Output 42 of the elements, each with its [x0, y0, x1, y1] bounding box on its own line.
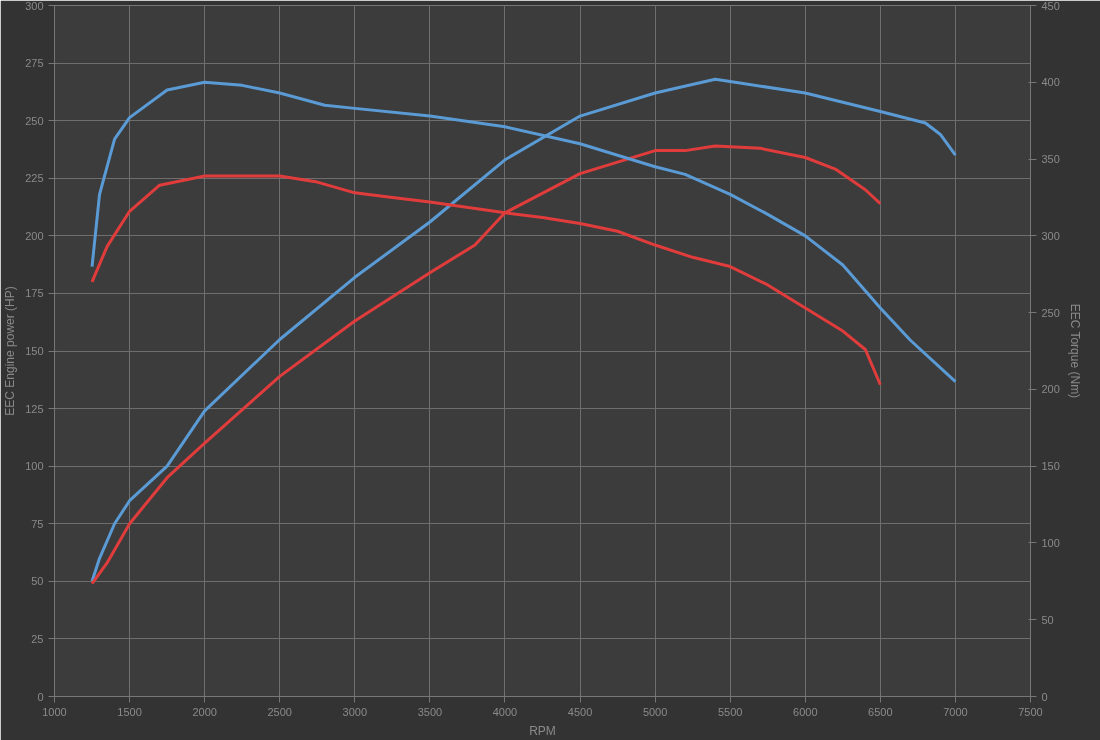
y-tick-label: 75 — [31, 517, 44, 530]
y-tick-label: 200 — [25, 229, 44, 242]
x-tick-label: 2000 — [192, 705, 217, 718]
x-tick-label: 2500 — [267, 705, 292, 718]
y2-tick-label: 50 — [1041, 613, 1054, 626]
y-tick-label: 175 — [25, 287, 44, 300]
y-tick-label: 0 — [37, 690, 44, 703]
y-tick-label: 50 — [31, 575, 44, 588]
y-tick-label: 275 — [25, 57, 44, 70]
line-series — [90, 77, 957, 583]
x-tick-label: 1000 — [42, 705, 67, 718]
y-tick-label: 100 — [25, 460, 44, 473]
y2-tick-label: 150 — [1041, 460, 1060, 473]
x-tick-label: 4500 — [567, 705, 593, 718]
y-axis-title: EEC Engine power (HP) — [3, 286, 18, 416]
y2-tick-label: 0 — [1041, 690, 1048, 703]
x-tick-label: 5500 — [717, 705, 743, 718]
y2-tick-label: 200 — [1041, 383, 1060, 396]
x-tick-label: 6000 — [793, 705, 818, 718]
y2-tick-label: 450 — [1041, 0, 1060, 12]
y2-tick-label: 100 — [1041, 536, 1060, 549]
y2-tick-label: 300 — [1041, 229, 1060, 242]
y-tick-label: 125 — [25, 402, 44, 415]
y2-tick-label: 400 — [1041, 76, 1060, 89]
y2-axis-title: EEC Torque (Nm) — [1067, 303, 1082, 399]
x-tick-label: 1500 — [117, 705, 142, 718]
x-tick-label: 3500 — [417, 705, 443, 718]
y-tick-label: 225 — [25, 172, 44, 185]
x-tick-label: 7000 — [943, 705, 968, 718]
x-tick-label: 6500 — [868, 705, 893, 718]
x-tick-label: 5000 — [642, 705, 668, 718]
line-series — [90, 144, 882, 586]
y2-tick-label: 350 — [1041, 153, 1060, 166]
x-tick-label: 4000 — [492, 705, 518, 718]
x-tick-label: 3000 — [342, 705, 368, 718]
y-tick-label: 150 — [25, 345, 44, 357]
x-axis-title: RPM — [529, 723, 556, 738]
y2-tick-label: 250 — [1041, 306, 1060, 319]
x-tick-label: 7500 — [1018, 705, 1043, 718]
y-tick-label: 25 — [31, 632, 44, 645]
y-tick-label: 250 — [25, 114, 44, 127]
y-tick-label: 300 — [25, 0, 44, 12]
